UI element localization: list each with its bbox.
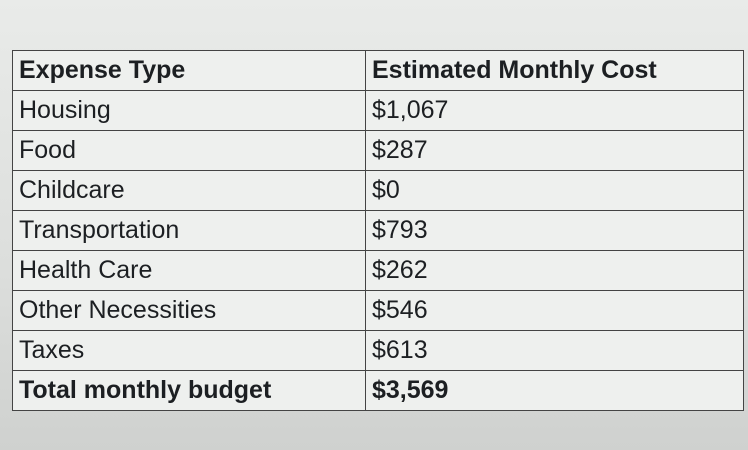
expense-row: Food $287 [12,130,744,171]
cost-cell: $1,067 [365,90,744,131]
cost-cell: $3,569 [365,370,744,411]
expense-row: Health Care $262 [12,250,744,291]
header-cell: Expense Type [12,50,366,91]
cost-cell: $793 [365,210,744,251]
cost-cell: $546 [365,290,744,331]
cost-cell: $262 [365,250,744,291]
cost-cell: $287 [365,130,744,171]
expense-type-cell: Health Care [12,250,366,291]
expense-table: Expense Type Estimated Monthly Cost Hous… [12,50,744,411]
header-cell: Estimated Monthly Cost [365,50,744,91]
header-row: Expense Type Estimated Monthly Cost [12,50,744,91]
expense-row: Taxes $613 [12,330,744,371]
cost-cell: $613 [365,330,744,371]
table-body: Housing $1,067 Food $287 Childcare $0 Transpor… [12,90,744,411]
expense-type-cell: Taxes [12,330,366,371]
expense-type-cell: Other Necessities [12,290,366,331]
expense-row: Other Necessities $546 [12,290,744,331]
total-row: Total monthly budget $3,569 [12,370,744,411]
expense-type-cell: Transportation [12,210,366,251]
cost-cell: $0 [365,170,744,211]
expense-type-cell: Housing [12,90,366,131]
expense-row: Housing $1,067 [12,90,744,131]
expense-row: Transportation $793 [12,210,744,251]
expense-type-cell: Total monthly budget [12,370,366,411]
table-head: Expense Type Estimated Monthly Cost [12,50,744,91]
expense-row: Childcare $0 [12,170,744,211]
expense-type-cell: Food [12,130,366,171]
expense-type-cell: Childcare [12,170,366,211]
